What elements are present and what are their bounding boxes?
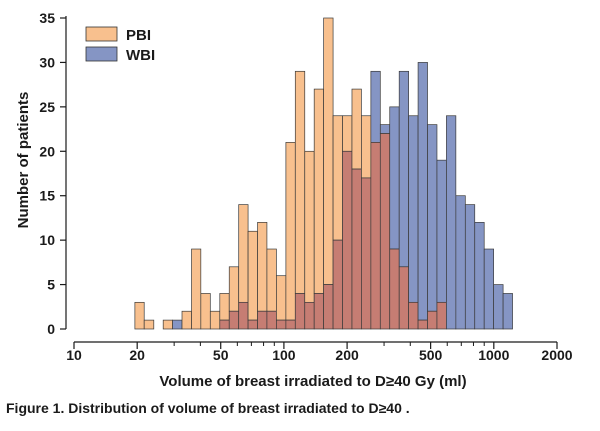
bar-overlap-12 xyxy=(247,319,258,330)
y-tick-label-25: 25 xyxy=(39,99,55,115)
bar-pbi-20 xyxy=(323,17,334,285)
bar-pbi-19 xyxy=(313,88,324,294)
x-tick-label-20: 20 xyxy=(129,347,145,363)
y-axis-title: Number of patients xyxy=(15,92,32,229)
bar-wbi-34 xyxy=(455,195,466,330)
y-tick-label-35: 35 xyxy=(39,10,55,26)
bar-overlap-17 xyxy=(294,293,306,330)
y-tick-label-30: 30 xyxy=(39,54,55,70)
x-tick-label-2000: 2000 xyxy=(541,347,572,363)
bar-wbi-29 xyxy=(408,115,419,303)
bar-pbi-12 xyxy=(247,230,258,321)
bar-pbi-3 xyxy=(162,319,173,330)
bar-overlap-11 xyxy=(238,301,249,330)
bar-overlap-13 xyxy=(257,310,268,330)
y-tick-label-0: 0 xyxy=(47,321,55,337)
bar-overlap-27 xyxy=(389,248,400,330)
legend-label-pbi: PBI xyxy=(126,27,151,44)
bar-overlap-26 xyxy=(379,133,391,330)
axes-layer: 0 5 10 15 20 25 30 35 10 20 50 100 200 500 1000 2000 xyxy=(39,10,572,363)
legend-label-wbi: WBI xyxy=(126,47,155,64)
bar-wbi-38 xyxy=(493,284,504,330)
x-tick-label-50: 50 xyxy=(213,347,229,363)
bar-pbi-14 xyxy=(266,248,277,312)
bar-pbi-23 xyxy=(351,88,362,170)
bar-pbi-10 xyxy=(228,266,240,312)
legend-swatch-pbi xyxy=(85,26,118,42)
x-tick-label-10: 10 xyxy=(66,347,82,363)
bar-overlap-18 xyxy=(304,301,315,330)
bar-wbi-35 xyxy=(464,204,476,330)
bar-wbi-33 xyxy=(446,115,457,330)
legend: PBI WBI xyxy=(85,26,155,64)
x-axis-title: Volume of breast irradiated to D≥40 Gy (… xyxy=(159,373,466,390)
histogram-chart: 0 5 10 15 20 25 30 35 10 20 50 100 200 500 1000 2000 PB… xyxy=(15,10,573,390)
bar-wbi-27 xyxy=(389,106,400,250)
bar-pbi-8 xyxy=(209,310,221,330)
bar-pbi-11 xyxy=(238,204,249,303)
bar-pbi-22 xyxy=(342,115,353,152)
legend-swatch-wbi xyxy=(85,46,118,62)
bar-pbi-0 xyxy=(134,301,145,330)
bar-overlap-21 xyxy=(332,239,343,330)
bar-overlap-22 xyxy=(342,150,353,330)
x-tick-label-200: 200 xyxy=(335,347,359,363)
bar-overlap-29 xyxy=(408,301,419,330)
bar-pbi-18 xyxy=(304,150,315,303)
bar-overlap-19 xyxy=(313,293,324,330)
bar-wbi-37 xyxy=(483,248,495,330)
bar-overlap-16 xyxy=(285,319,296,330)
bars-layer xyxy=(134,17,513,330)
bar-pbi-13 xyxy=(257,222,268,312)
bar-overlap-24 xyxy=(361,177,372,330)
bar-pbi-16 xyxy=(285,142,296,321)
bar-pbi-7 xyxy=(200,293,211,330)
bar-wbi-30 xyxy=(417,62,428,321)
x-tick-label-500: 500 xyxy=(419,347,443,363)
bar-overlap-32 xyxy=(436,301,447,330)
bar-wbi-28 xyxy=(398,70,409,268)
bar-pbi-15 xyxy=(276,275,287,321)
bar-overlap-30 xyxy=(417,319,428,330)
bar-pbi-5 xyxy=(181,310,192,330)
bar-pbi-24 xyxy=(361,115,372,179)
bar-pbi-21 xyxy=(332,115,343,241)
bar-pbi-1 xyxy=(143,319,155,330)
bar-overlap-15 xyxy=(276,319,287,330)
x-tick-label-1000: 1000 xyxy=(478,347,509,363)
bar-overlap-20 xyxy=(323,284,334,330)
bar-pbi-6 xyxy=(191,248,202,330)
bar-overlap-28 xyxy=(398,266,409,330)
y-tick-label-20: 20 xyxy=(39,143,55,159)
bar-overlap-25 xyxy=(370,142,381,330)
bar-wbi-26 xyxy=(379,124,391,134)
bar-overlap-31 xyxy=(427,310,438,330)
bar-pbi-9 xyxy=(219,293,230,321)
bar-overlap-9 xyxy=(219,319,230,330)
bar-wbi-39 xyxy=(502,293,513,330)
bar-wbi-25 xyxy=(370,70,381,143)
y-tick-label-5: 5 xyxy=(47,277,55,293)
bar-wbi-32 xyxy=(436,159,447,303)
y-tick-label-15: 15 xyxy=(39,188,55,204)
figure-caption: Figure 1. Distribution of volume of brea… xyxy=(6,400,410,416)
bar-overlap-14 xyxy=(266,310,277,330)
bar-overlap-10 xyxy=(228,310,240,330)
y-tick-label-10: 10 xyxy=(39,232,55,248)
bar-pbi-17 xyxy=(294,70,306,294)
bar-overlap-23 xyxy=(351,168,362,330)
bar-wbi-31 xyxy=(427,124,438,312)
bar-wbi-36 xyxy=(474,222,485,330)
x-tick-label-100: 100 xyxy=(272,347,296,363)
bar-wbi-4 xyxy=(172,319,183,330)
